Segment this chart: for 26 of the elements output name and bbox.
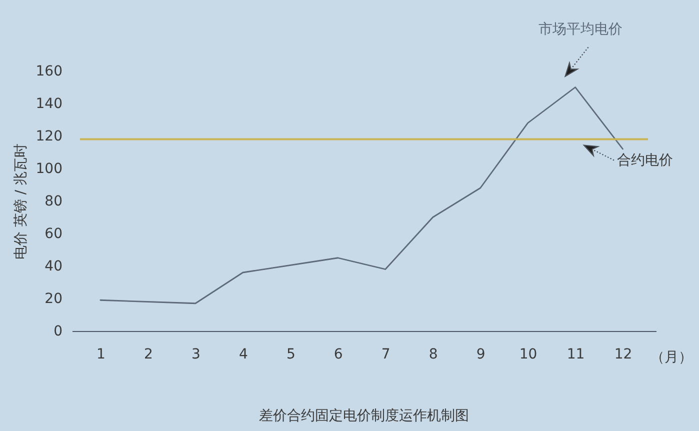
y-tick-label: 120 xyxy=(36,128,62,144)
text: 差价合约固定电价制度运作机制图 xyxy=(259,408,469,424)
x-tick-label: 8 xyxy=(428,346,438,362)
x-tick-label: 5 xyxy=(286,346,296,362)
ref-line-label: 合约电价 xyxy=(617,152,673,168)
y-axis-title: 电价 英镑 / 兆瓦时 xyxy=(12,143,29,260)
x-tick-label: 1 xyxy=(96,346,106,362)
y-tick-label: 80 xyxy=(44,194,62,210)
y-tick-label: 160 xyxy=(36,64,62,80)
x-tick-label: 6 xyxy=(334,346,343,362)
x-tick-label: 11 xyxy=(566,346,585,362)
x-tick-label: 9 xyxy=(476,346,486,362)
y-tick-label: 20 xyxy=(44,291,62,307)
x-tick-label: 7 xyxy=(381,346,390,362)
y-tick-label: 100 xyxy=(36,161,62,177)
x-tick-label: 2 xyxy=(144,346,153,362)
x-tick-label: 12 xyxy=(614,346,632,362)
y-tick-label: 0 xyxy=(54,324,62,340)
x-axis-title: （月） xyxy=(650,350,692,366)
x-tick-label: 10 xyxy=(519,346,538,362)
y-tick-label: 40 xyxy=(44,258,62,274)
x-tick-label: 3 xyxy=(191,346,200,362)
x-tick-label: 4 xyxy=(238,346,248,362)
y-tick-label: 140 xyxy=(36,96,62,112)
y-tick-label: 60 xyxy=(44,226,62,242)
text: 市场平均电价 xyxy=(538,21,622,38)
